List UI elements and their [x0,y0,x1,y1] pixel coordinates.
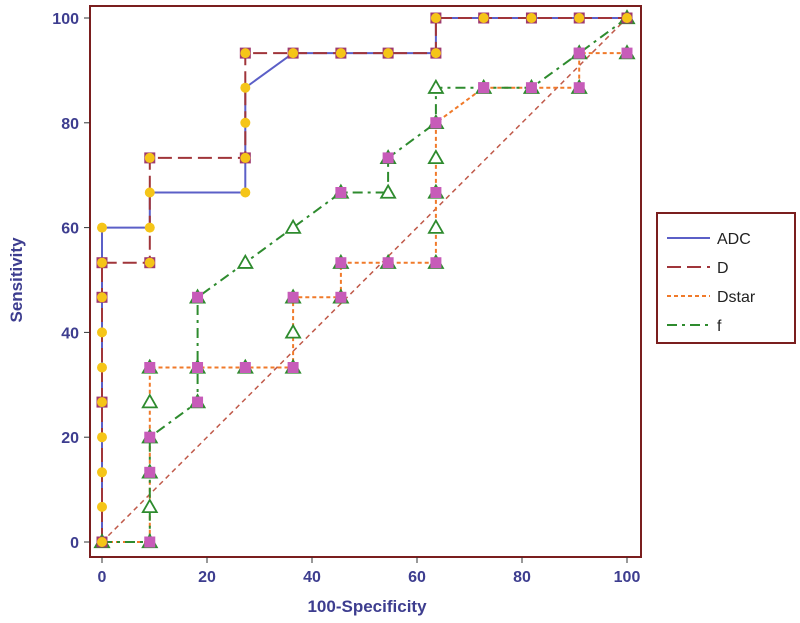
marker-adc [97,257,107,268]
marker-dstar [382,152,394,164]
marker-dstar [335,186,347,198]
x-tick-label: 80 [513,569,531,586]
marker-dstar [478,82,490,94]
marker-dstar [573,82,585,94]
marker-f [379,183,397,199]
marker-dstar [525,82,537,94]
marker-adc [97,362,107,373]
marker-adc [97,537,107,547]
marker-dstar [144,466,156,478]
x-tick-label: 0 [98,569,107,586]
marker-adc [526,13,537,23]
marker-adc [97,397,107,408]
marker-adc [288,48,299,59]
marker-dstar [192,291,204,303]
y-tick-label: 80 [61,116,79,133]
marker-dstar [287,362,299,374]
y-tick-label: 40 [61,325,79,342]
legend-label-f: f [717,318,722,335]
marker-adc [335,48,346,59]
x-tick-label: 40 [303,569,321,586]
x-tick-label: 100 [614,569,641,586]
series-line-dstar [102,52,627,543]
marker-adc [240,152,251,163]
reference-line [101,17,628,543]
y-tick-label: 100 [52,11,79,28]
marker-adc [383,48,394,59]
marker-dstar [239,362,251,374]
y-tick-label: 0 [70,535,79,552]
marker-adc [240,48,251,59]
marker-dstar [335,257,347,269]
marker-adc [240,187,251,198]
marker-f [427,149,445,165]
marker-adc [97,222,107,233]
marker-adc [622,13,632,23]
marker-f [427,218,445,234]
marker-adc [97,327,107,338]
marker-adc [240,117,251,128]
marker-f [284,323,302,339]
legend-label-d: D [717,260,729,277]
marker-dstar [430,117,442,129]
marker-dstar [287,291,299,303]
marker-dstar [144,431,156,443]
marker-f [141,498,159,514]
marker-adc [144,257,155,268]
marker-adc [240,82,251,93]
reference-line-layer [101,17,628,543]
marker-dstar [192,396,204,408]
marker-dstar [430,257,442,269]
marker-dstar [144,362,156,374]
marker-adc [574,13,585,23]
marker-f [141,393,159,409]
marker-dstar [621,47,633,59]
marker-dstar [430,186,442,198]
marker-adc [430,13,441,23]
x-tick-label: 20 [198,569,216,586]
legend-label-adc: ADC [717,231,751,248]
marker-layer [93,9,636,549]
y-axis-title: Sensitivity [7,237,26,323]
marker-adc [144,187,155,198]
marker-adc [97,292,107,303]
marker-f [236,253,254,269]
marker-dstar [335,291,347,303]
marker-dstar [573,47,585,59]
marker-dstar [192,362,204,374]
legend-label-dstar: Dstar [717,289,756,306]
marker-adc [430,48,441,59]
legend-box [656,212,796,344]
marker-f [427,78,445,94]
marker-f [284,218,302,234]
marker-adc [144,152,155,163]
x-axis-title: 100-Specificity [307,597,427,616]
marker-adc [97,501,107,512]
marker-adc [478,13,489,23]
marker-dstar [144,536,156,548]
marker-adc [97,467,107,478]
marker-adc [97,432,107,443]
legend: ADC D Dstar f [656,212,796,344]
y-tick-label: 20 [61,430,79,447]
plot-frame [89,5,642,558]
y-tick-label: 60 [61,221,79,238]
marker-dstar [382,257,394,269]
x-tick-label: 60 [408,569,426,586]
axes-layer: 0 20 40 60 80 100 0 20 40 60 80 100 [52,5,642,586]
marker-adc [144,222,155,233]
series-line-f [102,17,628,543]
